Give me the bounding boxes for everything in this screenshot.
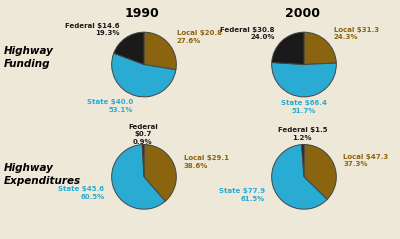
Wedge shape xyxy=(272,63,336,97)
Wedge shape xyxy=(144,145,176,201)
Text: State $77.9
61.5%: State $77.9 61.5% xyxy=(219,188,265,202)
Text: Federal $30.8
24.0%: Federal $30.8 24.0% xyxy=(220,27,275,40)
Text: State $45.6
60.5%: State $45.6 60.5% xyxy=(58,186,104,200)
Text: Local $47.3
37.3%: Local $47.3 37.3% xyxy=(343,153,388,167)
Wedge shape xyxy=(114,32,144,65)
Wedge shape xyxy=(112,145,165,209)
Text: Local $29.1
38.6%: Local $29.1 38.6% xyxy=(184,155,229,169)
Text: State $66.4
51.7%: State $66.4 51.7% xyxy=(280,100,326,114)
Text: Local $31.3
24.3%: Local $31.3 24.3% xyxy=(334,27,379,40)
Wedge shape xyxy=(112,53,176,97)
Text: 2000: 2000 xyxy=(284,7,320,20)
Text: Federal $14.6
19.3%: Federal $14.6 19.3% xyxy=(65,23,120,36)
Text: 1990: 1990 xyxy=(125,7,159,20)
Text: Highway
Funding: Highway Funding xyxy=(4,46,54,69)
Wedge shape xyxy=(304,145,336,199)
Text: Local $20.8
27.6%: Local $20.8 27.6% xyxy=(176,30,222,44)
Wedge shape xyxy=(272,32,304,65)
Wedge shape xyxy=(304,32,336,65)
Wedge shape xyxy=(302,145,304,177)
Wedge shape xyxy=(144,32,176,70)
Wedge shape xyxy=(142,145,144,177)
Text: Federal
$0.7
0.9%: Federal $0.7 0.9% xyxy=(128,124,158,145)
Wedge shape xyxy=(272,145,327,209)
Text: State $40.0
53.1%: State $40.0 53.1% xyxy=(87,99,133,113)
Text: Highway
Expenditures: Highway Expenditures xyxy=(4,163,81,186)
Text: Federal $1.5
1.2%: Federal $1.5 1.2% xyxy=(278,127,327,141)
